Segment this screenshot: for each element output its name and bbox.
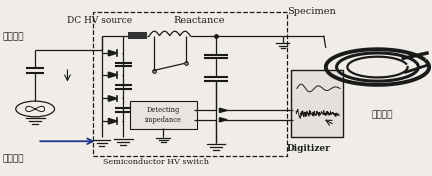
Polygon shape — [108, 72, 118, 78]
Text: Detecting
impedance: Detecting impedance — [145, 106, 182, 124]
Bar — [128, 33, 147, 39]
Polygon shape — [108, 96, 118, 101]
Text: Specimen: Specimen — [287, 7, 336, 16]
Polygon shape — [219, 118, 227, 122]
FancyBboxPatch shape — [291, 70, 343, 137]
FancyBboxPatch shape — [130, 101, 197, 129]
Text: Digitizer: Digitizer — [287, 144, 330, 153]
Text: 稳压电源: 稳压电源 — [3, 32, 24, 41]
Text: 集成模块: 集成模块 — [3, 154, 24, 163]
Text: DC HV source: DC HV source — [67, 15, 133, 24]
Polygon shape — [108, 118, 118, 124]
Text: Reactance: Reactance — [173, 15, 225, 24]
Polygon shape — [219, 108, 227, 112]
Polygon shape — [108, 50, 118, 56]
Text: Semiconductor HV switch: Semiconductor HV switch — [103, 158, 209, 166]
Text: 电脑控制: 电脑控制 — [371, 111, 393, 120]
